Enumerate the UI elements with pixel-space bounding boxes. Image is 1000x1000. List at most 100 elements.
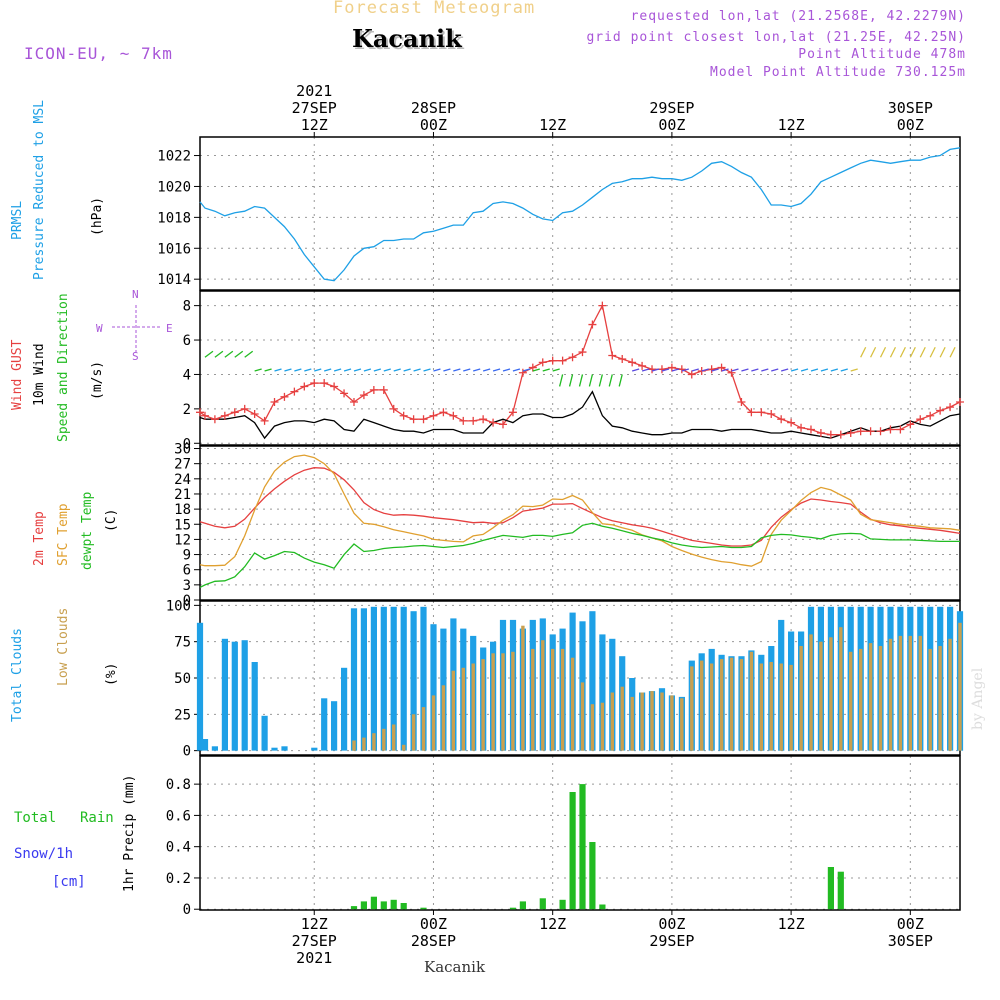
bar-low-clouds — [620, 686, 624, 751]
gust-marker — [816, 428, 825, 437]
time-label-bottom: 27SEP — [292, 932, 337, 950]
y-tick-label: 24 — [174, 472, 191, 488]
wind-arrow — [304, 368, 312, 372]
bar-low-clouds — [719, 659, 724, 751]
y-tick-label: 30 — [174, 442, 191, 458]
wind-arrow — [294, 368, 302, 372]
time-label-top: 27SEP — [292, 99, 337, 117]
bottom-location: Kacanik — [424, 958, 486, 976]
wind-arrow — [433, 368, 441, 372]
series-dewpt-temp — [199, 522, 960, 588]
bar-low-clouds — [570, 657, 575, 751]
wind-arrow — [482, 368, 491, 372]
gust-marker — [489, 418, 498, 427]
gust-marker — [667, 363, 676, 372]
gust-marker — [349, 397, 358, 406]
compass-west: W — [96, 322, 103, 335]
y-tick-label: 50 — [174, 671, 191, 687]
wind-arrow — [949, 346, 956, 358]
wind-arrow — [373, 368, 382, 372]
bar-low-clouds — [501, 653, 505, 751]
series-prmsl — [199, 147, 961, 282]
bar-low-clouds — [441, 685, 446, 751]
chart-title: Forecast Meteogram — [333, 0, 536, 18]
precip-snow-unit: [cm] — [52, 874, 86, 890]
gust-marker — [677, 365, 686, 374]
wind-arrow — [343, 368, 352, 372]
gust-marker — [330, 382, 339, 391]
wind-arrow — [214, 350, 224, 358]
wind-arrow — [598, 374, 603, 387]
gust-marker — [737, 397, 746, 406]
wind-arrow — [631, 368, 640, 372]
bar-low-clouds — [759, 663, 763, 751]
bar-total — [827, 867, 834, 910]
wind-arrow — [830, 368, 839, 372]
gust-marker — [548, 356, 557, 365]
bar-total — [380, 901, 387, 910]
wind-arrow — [423, 368, 431, 372]
time-label-bottom: 30SEP — [888, 932, 933, 950]
location-title: Kacanik — [352, 24, 462, 53]
gust-marker — [250, 410, 259, 419]
gust-marker — [389, 404, 398, 413]
bar-low-clouds — [739, 659, 744, 751]
model-label: ICON-EU, ~ 7km — [24, 44, 173, 63]
wind-arrow — [840, 368, 848, 372]
gust-marker — [508, 408, 517, 417]
y-tick-label: 2 — [183, 402, 191, 418]
gust-marker — [290, 387, 299, 396]
wind-arrow — [889, 346, 897, 358]
gust-marker — [429, 411, 438, 420]
bar-total — [420, 907, 427, 910]
wind-arrow — [473, 368, 481, 372]
wind-arrow — [741, 368, 749, 372]
y-tick-label: 18 — [174, 502, 191, 518]
bar-low-clouds — [590, 704, 595, 751]
wind-arrow — [284, 368, 292, 372]
bar-total-clouds — [201, 739, 209, 751]
wind-arrow — [324, 368, 332, 372]
time-label-top: 12Z — [539, 116, 566, 134]
bar-total-clouds — [331, 701, 338, 751]
gust-marker — [638, 361, 647, 370]
wind-arrow — [790, 368, 799, 372]
bar-low-clouds — [531, 648, 535, 751]
y-tick-label: 0.8 — [166, 777, 191, 793]
wind-arrow — [522, 368, 531, 372]
bar-total-clouds — [231, 641, 238, 751]
bar-low-clouds — [660, 692, 664, 751]
time-label-top: 00Z — [420, 116, 447, 134]
gust-marker — [240, 404, 249, 413]
wind-arrow — [403, 368, 411, 372]
bar-low-clouds — [481, 659, 485, 751]
bar-low-clouds — [610, 692, 614, 751]
bar-total — [579, 784, 586, 910]
gust-marker — [648, 365, 657, 374]
bar-low-clouds — [769, 662, 773, 751]
y-tick-label: 3 — [183, 578, 191, 594]
gust-marker — [946, 403, 955, 412]
wind-arrow — [618, 374, 623, 387]
bar-low-clouds — [362, 737, 366, 751]
y-tick-label: 0 — [183, 593, 191, 609]
bar-total-clouds — [251, 662, 258, 751]
gust-marker — [757, 408, 766, 417]
gust-marker — [200, 411, 209, 420]
gust-marker — [707, 365, 716, 374]
wind-arrow — [651, 368, 660, 372]
bar-total — [569, 792, 576, 910]
bar-low-clouds — [799, 646, 803, 751]
bar-total — [350, 906, 358, 910]
y-tick-label: 0 — [183, 436, 191, 452]
gust-marker — [210, 415, 219, 424]
bar-total-clouds — [221, 638, 228, 751]
wind-arrow — [264, 368, 272, 372]
gust-marker — [588, 320, 597, 329]
bar-low-clouds — [352, 740, 356, 751]
gust-marker — [657, 365, 666, 374]
bar-total-clouds — [311, 747, 318, 751]
bar-low-clouds — [402, 744, 406, 751]
bar-low-clouds — [392, 724, 396, 751]
y-tick-label: 0.4 — [166, 840, 191, 856]
